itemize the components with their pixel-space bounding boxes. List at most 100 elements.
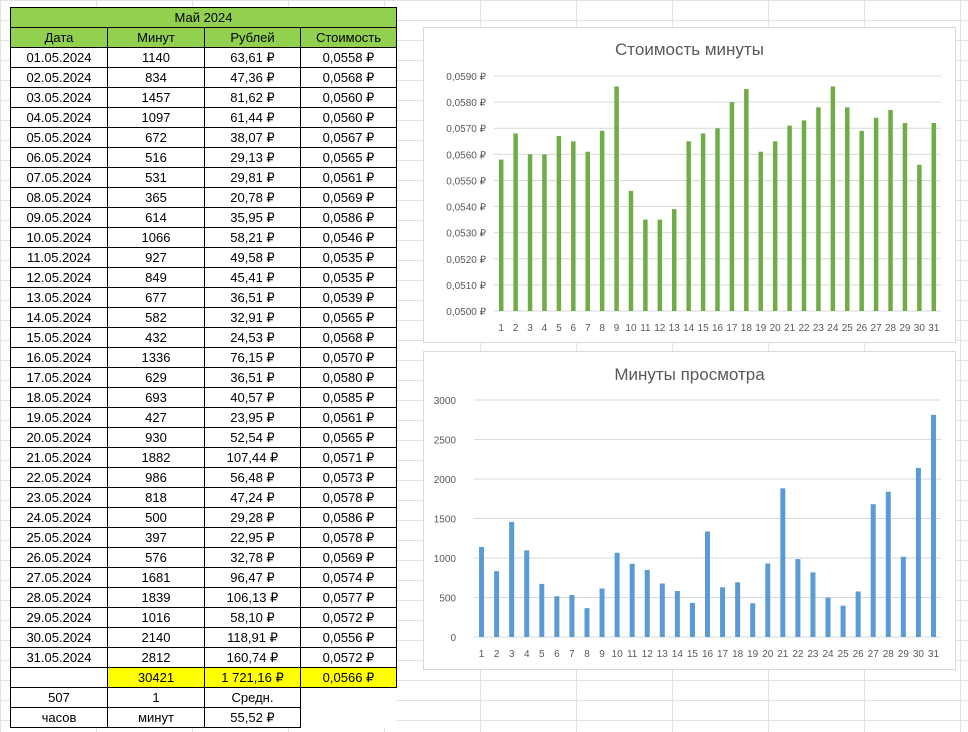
cell-minutes[interactable]: 1457: [107, 87, 205, 108]
cell-minutes[interactable]: 1140: [107, 47, 205, 68]
cell-rubles[interactable]: 106,13 ₽: [204, 587, 301, 608]
remainder-minutes[interactable]: 1: [107, 687, 205, 708]
cell-cost[interactable]: 0,0577 ₽: [300, 587, 397, 608]
cell-minutes[interactable]: 834: [107, 67, 205, 88]
cell-rubles[interactable]: 76,15 ₽: [204, 347, 301, 368]
cell-cost[interactable]: 0,0565 ₽: [300, 147, 397, 168]
cell-date[interactable]: 02.05.2024: [10, 67, 108, 88]
cell-rubles[interactable]: 58,10 ₽: [204, 607, 301, 628]
cell-cost[interactable]: 0,0560 ₽: [300, 107, 397, 128]
cell-rubles[interactable]: 81,62 ₽: [204, 87, 301, 108]
cell-minutes[interactable]: 432: [107, 327, 205, 348]
cell-minutes[interactable]: 1016: [107, 607, 205, 628]
cell-cost[interactable]: 0,0585 ₽: [300, 387, 397, 408]
cell-rubles[interactable]: 96,47 ₽: [204, 567, 301, 588]
header-minutes[interactable]: Минут: [107, 27, 205, 48]
cell-date[interactable]: 14.05.2024: [10, 307, 108, 328]
cell-date[interactable]: 30.05.2024: [10, 627, 108, 648]
cell-cost[interactable]: 0,0556 ₽: [300, 627, 397, 648]
cell-cost[interactable]: 0,0573 ₽: [300, 467, 397, 488]
cell-rubles[interactable]: 47,36 ₽: [204, 67, 301, 88]
cell-minutes[interactable]: 614: [107, 207, 205, 228]
cell-date[interactable]: 01.05.2024: [10, 47, 108, 68]
cost-chart[interactable]: Стоимость минуты 0,0500 ₽ 0,0510 ₽ 0,0520 …: [423, 27, 956, 343]
cell-minutes[interactable]: 677: [107, 287, 205, 308]
cell-minutes[interactable]: 516: [107, 147, 205, 168]
cell-cost[interactable]: 0,0558 ₽: [300, 47, 397, 68]
cell-cost[interactable]: 0,0572 ₽: [300, 607, 397, 628]
cell-minutes[interactable]: 1681: [107, 567, 205, 588]
cell-date[interactable]: 26.05.2024: [10, 547, 108, 568]
cell-date[interactable]: 17.05.2024: [10, 367, 108, 388]
cell-rubles[interactable]: 52,54 ₽: [204, 427, 301, 448]
cell-date[interactable]: 23.05.2024: [10, 487, 108, 508]
cell-date[interactable]: 19.05.2024: [10, 407, 108, 428]
minutes-chart[interactable]: Минуты просмотра 0 500 1000 1500 2000 2500 300…: [423, 351, 956, 670]
cell-rubles[interactable]: 35,95 ₽: [204, 207, 301, 228]
average-label[interactable]: Средн.: [204, 687, 301, 708]
empty-cell[interactable]: [10, 667, 108, 688]
cell-date[interactable]: 18.05.2024: [10, 387, 108, 408]
cell-minutes[interactable]: 986: [107, 467, 205, 488]
cell-minutes[interactable]: 2812: [107, 647, 205, 668]
cell-minutes[interactable]: 672: [107, 127, 205, 148]
cell-cost[interactable]: 0,0568 ₽: [300, 67, 397, 88]
cell-rubles[interactable]: 29,13 ₽: [204, 147, 301, 168]
cell-rubles[interactable]: 61,44 ₽: [204, 107, 301, 128]
cell-rubles[interactable]: 38,07 ₽: [204, 127, 301, 148]
cell-rubles[interactable]: 29,81 ₽: [204, 167, 301, 188]
cell-minutes[interactable]: 531: [107, 167, 205, 188]
cell-date[interactable]: 11.05.2024: [10, 247, 108, 268]
cell-rubles[interactable]: 56,48 ₽: [204, 467, 301, 488]
cell-minutes[interactable]: 818: [107, 487, 205, 508]
cell-minutes[interactable]: 849: [107, 267, 205, 288]
cell-cost[interactable]: 0,0578 ₽: [300, 527, 397, 548]
cell-cost[interactable]: 0,0568 ₽: [300, 327, 397, 348]
cell-rubles[interactable]: 29,28 ₽: [204, 507, 301, 528]
cell-minutes[interactable]: 2140: [107, 627, 205, 648]
cell-rubles[interactable]: 23,95 ₽: [204, 407, 301, 428]
cell-rubles[interactable]: 47,24 ₽: [204, 487, 301, 508]
cell-rubles[interactable]: 45,41 ₽: [204, 267, 301, 288]
total-hours[interactable]: 507: [10, 687, 108, 708]
cell-date[interactable]: 04.05.2024: [10, 107, 108, 128]
month-title[interactable]: Май 2024: [10, 7, 397, 28]
cell-rubles[interactable]: 160,74 ₽: [204, 647, 301, 668]
cell-cost[interactable]: 0,0565 ₽: [300, 307, 397, 328]
cell-minutes[interactable]: 1839: [107, 587, 205, 608]
header-cost[interactable]: Стоимость: [300, 27, 397, 48]
cell-minutes[interactable]: 427: [107, 407, 205, 428]
cell-date[interactable]: 24.05.2024: [10, 507, 108, 528]
cell-date[interactable]: 16.05.2024: [10, 347, 108, 368]
cell-rubles[interactable]: 32,78 ₽: [204, 547, 301, 568]
cell-cost[interactable]: 0,0535 ₽: [300, 247, 397, 268]
total-rubles[interactable]: 1 721,16 ₽: [204, 667, 301, 688]
cell-minutes[interactable]: 500: [107, 507, 205, 528]
cell-cost[interactable]: 0,0574 ₽: [300, 567, 397, 588]
cell-date[interactable]: 28.05.2024: [10, 587, 108, 608]
cell-date[interactable]: 25.05.2024: [10, 527, 108, 548]
cell-cost[interactable]: 0,0546 ₽: [300, 227, 397, 248]
cell-date[interactable]: 09.05.2024: [10, 207, 108, 228]
hours-label[interactable]: часов: [10, 707, 108, 728]
cell-cost[interactable]: 0,0567 ₽: [300, 127, 397, 148]
cell-rubles[interactable]: 118,91 ₽: [204, 627, 301, 648]
cell-minutes[interactable]: 629: [107, 367, 205, 388]
cell-minutes[interactable]: 930: [107, 427, 205, 448]
cell-rubles[interactable]: 40,57 ₽: [204, 387, 301, 408]
cell-date[interactable]: 22.05.2024: [10, 467, 108, 488]
header-date[interactable]: Дата: [10, 27, 108, 48]
cell-minutes[interactable]: 397: [107, 527, 205, 548]
cell-minutes[interactable]: 576: [107, 547, 205, 568]
cell-rubles[interactable]: 20,78 ₽: [204, 187, 301, 208]
cell-cost[interactable]: 0,0586 ₽: [300, 207, 397, 228]
cell-cost[interactable]: 0,0578 ₽: [300, 487, 397, 508]
cell-cost[interactable]: 0,0571 ₽: [300, 447, 397, 468]
cell-cost[interactable]: 0,0535 ₽: [300, 267, 397, 288]
cell-date[interactable]: 31.05.2024: [10, 647, 108, 668]
cell-rubles[interactable]: 58,21 ₽: [204, 227, 301, 248]
cell-date[interactable]: 15.05.2024: [10, 327, 108, 348]
cell-date[interactable]: 12.05.2024: [10, 267, 108, 288]
cell-cost[interactable]: 0,0570 ₽: [300, 347, 397, 368]
average-value[interactable]: 55,52 ₽: [204, 707, 301, 728]
